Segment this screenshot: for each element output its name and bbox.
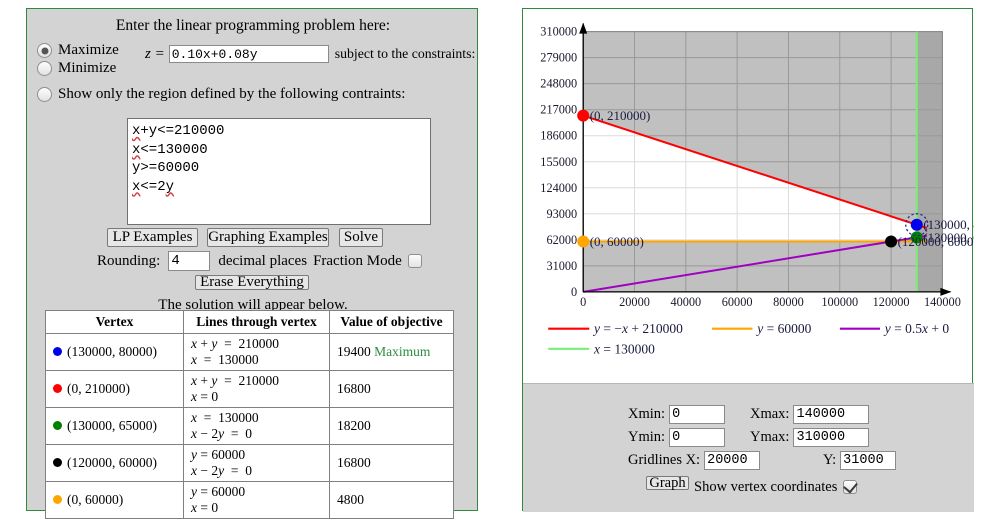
svg-text:248000: 248000: [540, 77, 577, 91]
svg-text:y = 0.5x + 0: y = 0.5x + 0: [883, 321, 950, 336]
svg-text:62000: 62000: [546, 233, 577, 247]
svg-text:(120000, 60000): (120000, 60000): [898, 234, 974, 249]
svg-text:31000: 31000: [546, 259, 577, 273]
svg-text:(0, 210000): (0, 210000): [590, 108, 651, 123]
svg-text:(0, 60000): (0, 60000): [590, 234, 644, 249]
svg-text:217000: 217000: [540, 103, 577, 117]
svg-text:186000: 186000: [540, 129, 577, 143]
svg-text:0: 0: [571, 285, 577, 299]
svg-text:93000: 93000: [546, 207, 577, 221]
svg-text:310000: 310000: [540, 25, 577, 39]
svg-text:40000: 40000: [670, 295, 701, 309]
svg-text:279000: 279000: [540, 51, 577, 65]
svg-text:155000: 155000: [540, 155, 577, 169]
svg-text:y = 60000: y = 60000: [755, 321, 811, 336]
svg-text:0: 0: [580, 295, 586, 309]
svg-text:140000: 140000: [924, 295, 961, 309]
svg-text:80000: 80000: [773, 295, 804, 309]
svg-text:60000: 60000: [722, 295, 753, 309]
svg-text:20000: 20000: [619, 295, 650, 309]
svg-text:y = −x + 210000: y = −x + 210000: [592, 321, 683, 336]
svg-text:124000: 124000: [540, 181, 577, 195]
svg-text:100000: 100000: [821, 295, 858, 309]
svg-text:120000: 120000: [873, 295, 910, 309]
svg-text:x = 130000: x = 130000: [593, 341, 655, 356]
